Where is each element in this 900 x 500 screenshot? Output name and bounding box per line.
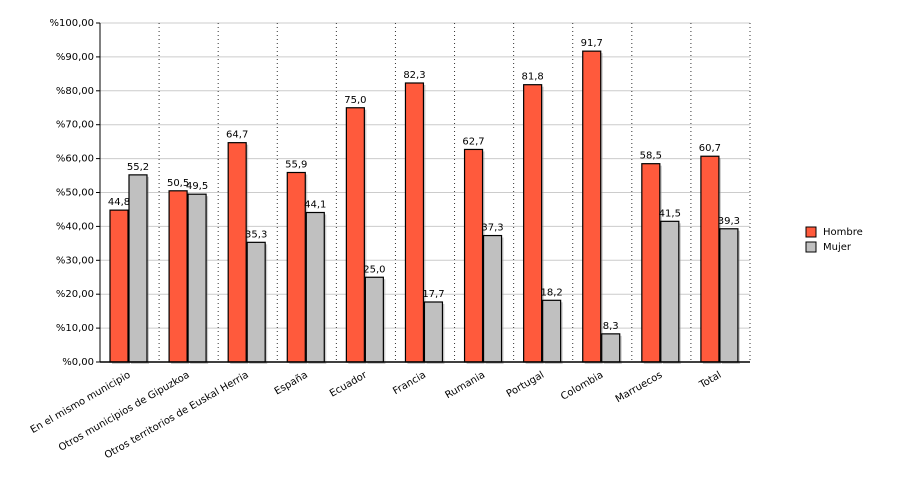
value-label: 75,0 bbox=[344, 95, 366, 106]
bar bbox=[523, 84, 543, 363]
y-tick-label: %10,00 bbox=[56, 323, 94, 334]
bar bbox=[305, 211, 325, 363]
x-tick-label: Marruecos bbox=[614, 370, 665, 406]
bar bbox=[286, 171, 306, 363]
x-tick-label: Total bbox=[697, 370, 724, 392]
value-label: 25,0 bbox=[363, 264, 385, 275]
bar bbox=[542, 299, 562, 363]
value-label: 55,9 bbox=[285, 159, 307, 170]
bar bbox=[463, 148, 484, 363]
y-tick-label: %40,00 bbox=[56, 221, 94, 232]
value-label: 58,5 bbox=[640, 151, 662, 162]
bar bbox=[168, 190, 188, 363]
value-label: 37,3 bbox=[481, 223, 503, 234]
x-tick-label: Portugal bbox=[505, 370, 546, 400]
value-label: 50,5 bbox=[167, 178, 189, 189]
y-tick-label: %50,00 bbox=[56, 188, 94, 199]
bar bbox=[227, 142, 247, 363]
value-label: 91,7 bbox=[581, 38, 603, 49]
bar bbox=[187, 193, 207, 363]
y-tick-label: %90,00 bbox=[56, 52, 94, 63]
legend-label: Hombre bbox=[823, 227, 863, 238]
x-tick-label: Francia bbox=[391, 370, 428, 398]
value-label: 62,7 bbox=[462, 136, 484, 147]
bar bbox=[660, 220, 680, 363]
value-label: 35,3 bbox=[245, 229, 267, 240]
legend-swatch bbox=[805, 226, 817, 238]
value-label: 39,3 bbox=[718, 216, 740, 227]
x-tick-label: Ecuador bbox=[328, 369, 370, 399]
value-label: 49,5 bbox=[186, 181, 208, 192]
value-label: 60,7 bbox=[699, 143, 721, 154]
value-label: 44,8 bbox=[108, 197, 130, 208]
bar bbox=[404, 82, 425, 363]
bar bbox=[641, 163, 661, 363]
value-label: 17,7 bbox=[422, 289, 444, 300]
legend-label: Mujer bbox=[823, 242, 852, 253]
x-tick-label: España bbox=[273, 370, 310, 398]
y-tick-label: %60,00 bbox=[56, 154, 94, 165]
bar bbox=[246, 241, 266, 363]
bar bbox=[719, 228, 739, 363]
y-tick-label: %70,00 bbox=[56, 120, 94, 131]
y-tick-label: %100,00 bbox=[50, 18, 95, 29]
value-label: 44,1 bbox=[304, 200, 326, 211]
bar bbox=[423, 301, 444, 363]
bar bbox=[482, 234, 503, 363]
value-label: 41,5 bbox=[659, 208, 681, 219]
bar bbox=[364, 276, 384, 363]
x-tick-label: En el mismo municipio bbox=[29, 370, 133, 436]
y-tick-label: %0,00 bbox=[62, 357, 94, 368]
bar bbox=[700, 155, 720, 363]
y-tick-label: %30,00 bbox=[56, 255, 94, 266]
value-label: 81,8 bbox=[522, 72, 544, 83]
x-tick-label: Colombia bbox=[559, 370, 605, 403]
value-label: 82,3 bbox=[403, 70, 425, 81]
bar bbox=[128, 174, 148, 363]
bar bbox=[582, 50, 602, 363]
y-tick-label: %20,00 bbox=[56, 289, 94, 300]
bar bbox=[345, 107, 365, 363]
bar bbox=[601, 333, 621, 363]
x-tick-label: Rumania bbox=[444, 370, 488, 402]
value-label: 8,3 bbox=[603, 321, 619, 332]
y-tick-label: %80,00 bbox=[56, 86, 94, 97]
value-label: 55,2 bbox=[127, 162, 149, 173]
legend-swatch bbox=[805, 241, 817, 253]
value-label: 64,7 bbox=[226, 130, 248, 141]
value-label: 18,2 bbox=[541, 287, 563, 298]
bar bbox=[109, 209, 129, 363]
